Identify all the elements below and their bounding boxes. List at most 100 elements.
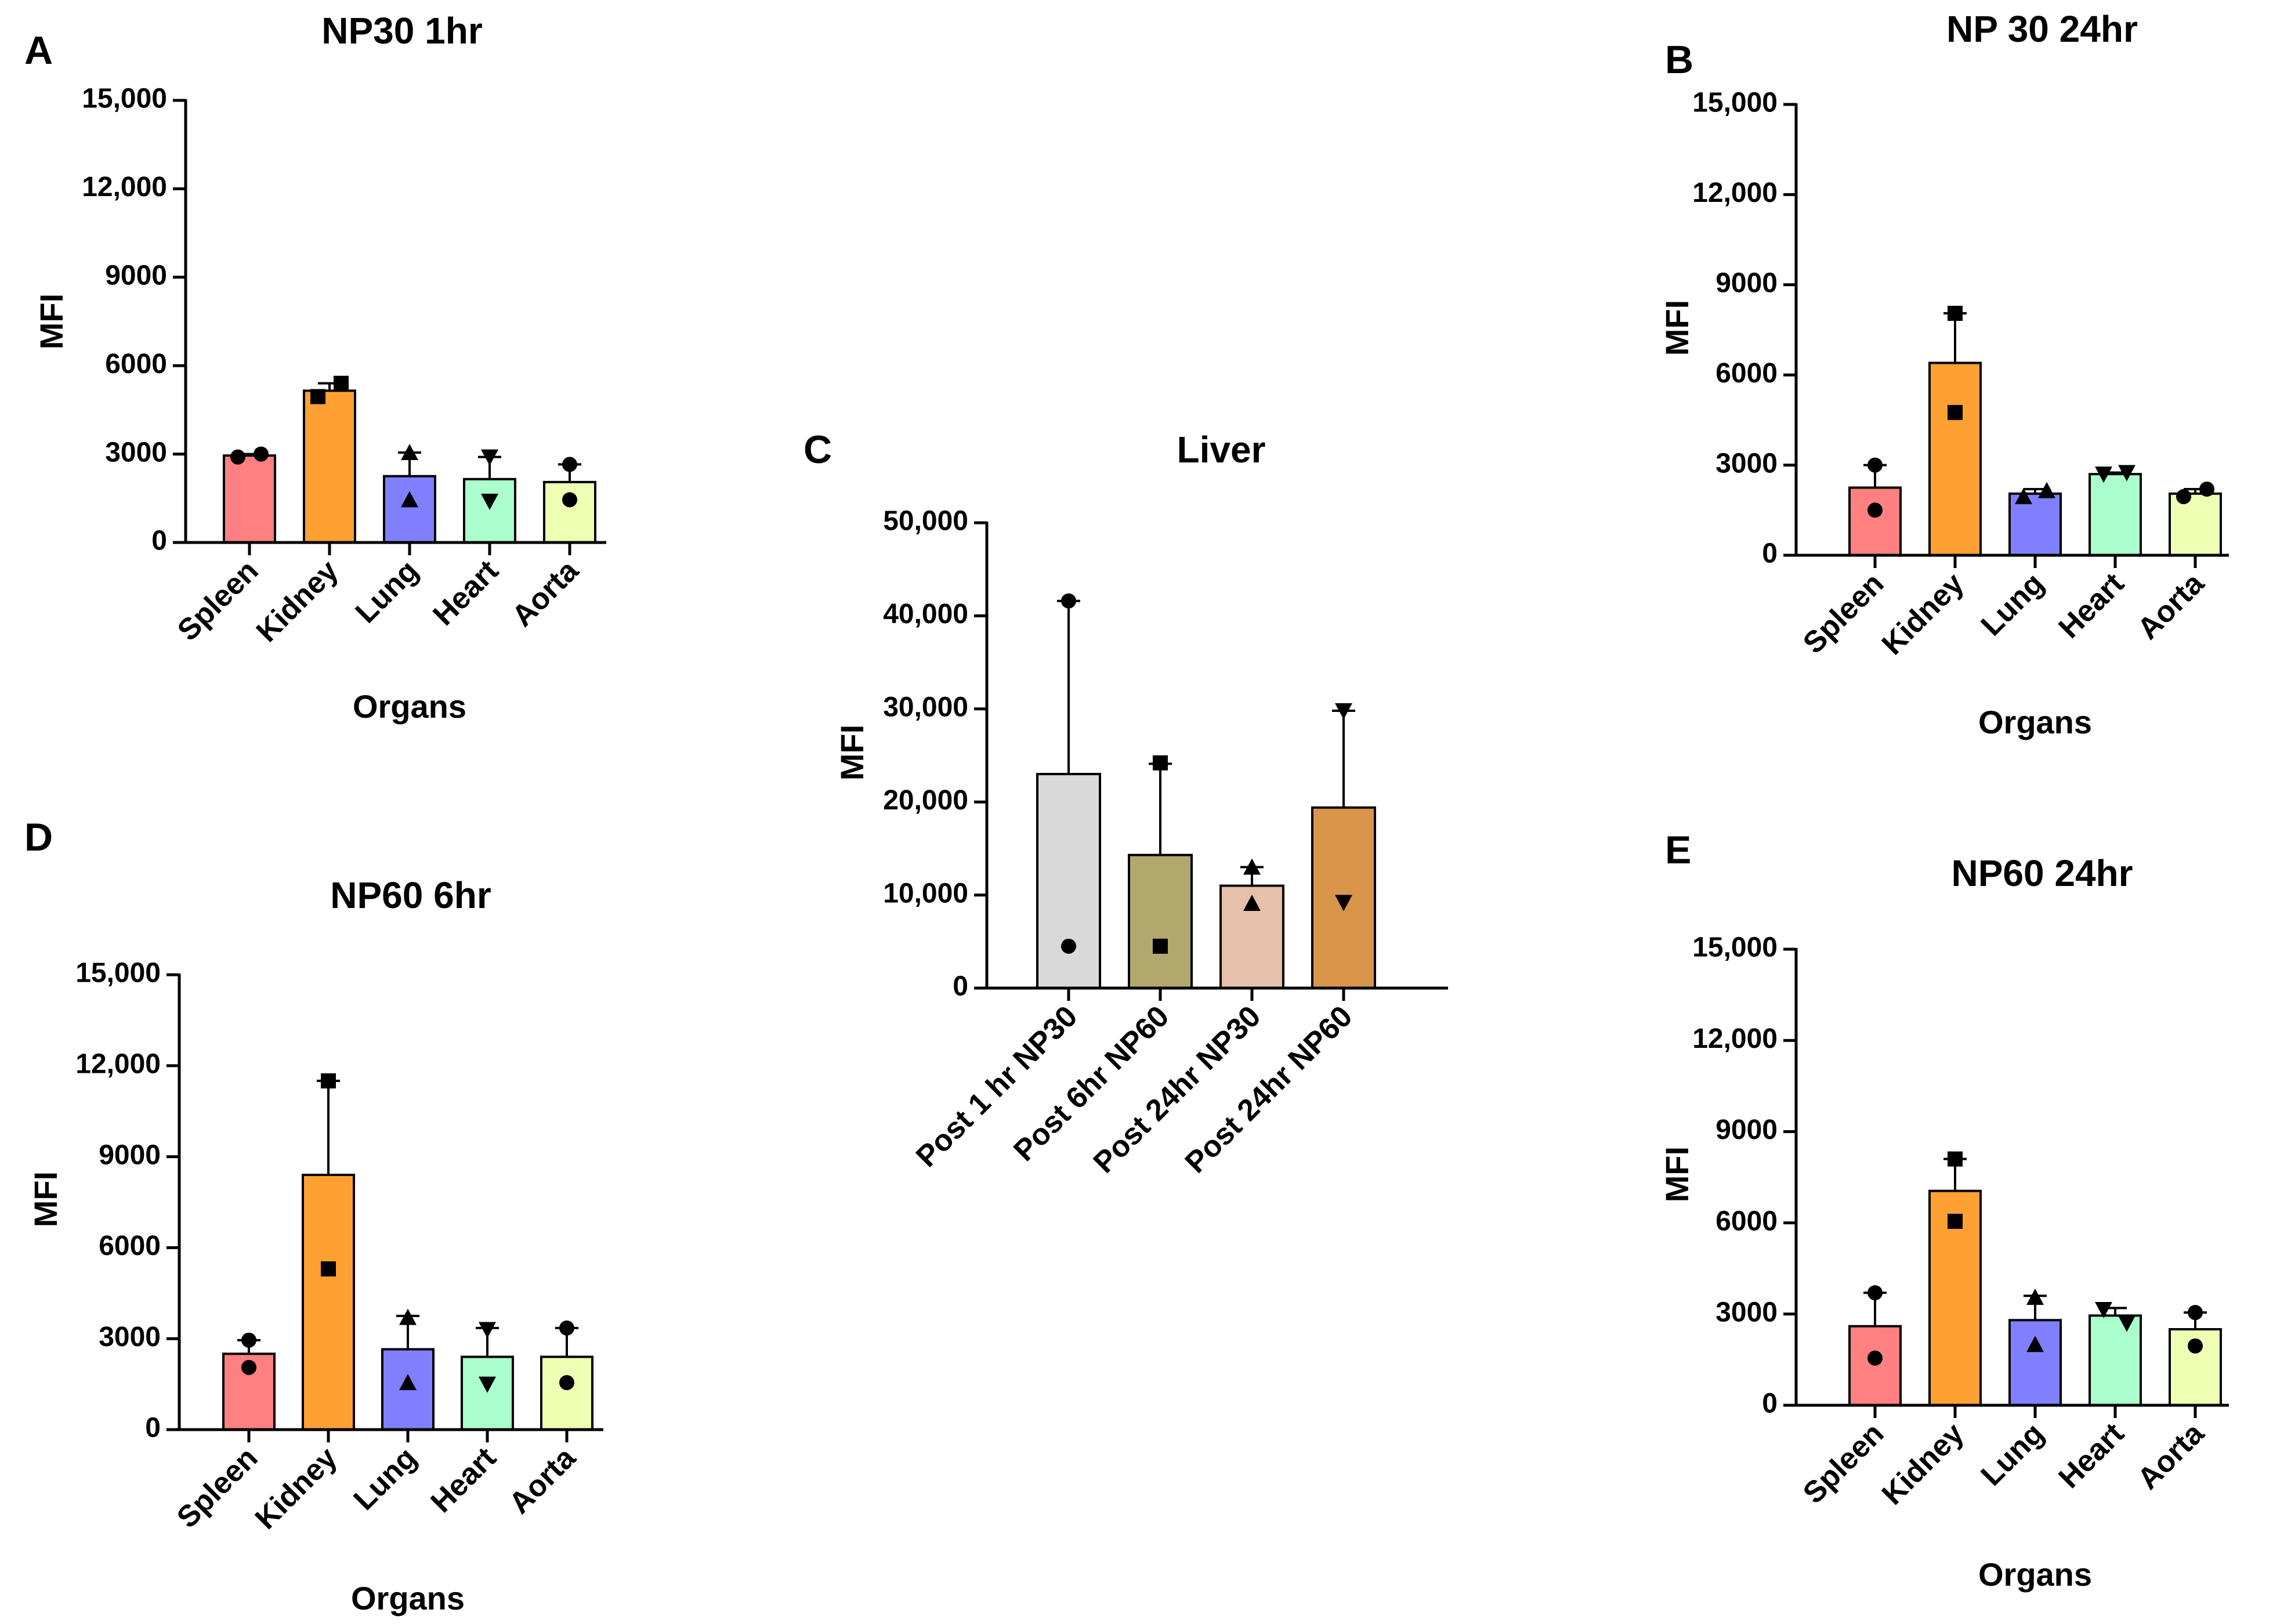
- y-tick-label: 15,000: [75, 958, 161, 989]
- data-point-1-0: [310, 389, 325, 404]
- data-point-0-1: [1867, 1350, 1883, 1366]
- y-tick-label: 0: [1762, 538, 1778, 569]
- y-tick-label: 12,000: [82, 172, 167, 202]
- data-point-1-0: [321, 1073, 336, 1088]
- chart-title: NP 30 24hr: [1946, 8, 2138, 50]
- y-axis-title: MFI: [33, 294, 70, 349]
- bar-3: [2089, 473, 2142, 557]
- y-tick-label: 0: [953, 971, 968, 1002]
- data-point-4-1: [2199, 482, 2214, 497]
- data-point-3-1: [2118, 465, 2136, 482]
- data-point-4-0: [559, 1320, 574, 1336]
- y-tick-label: 15,000: [1692, 932, 1778, 963]
- x-tick-label: Aorta: [502, 1441, 582, 1521]
- x-tick-label: Kidney: [1876, 566, 1971, 661]
- y-tick-label: 20,000: [883, 785, 968, 816]
- data-point-0-0: [241, 1332, 256, 1348]
- x-axis-title: Organs: [351, 1580, 465, 1616]
- data-point-3-1: [1335, 895, 1352, 912]
- data-point-1-0: [1948, 1151, 1963, 1167]
- data-point-3-0: [481, 449, 498, 466]
- chart-panel-e: E NP60 24hr MFI Organs 0 3000 6000 9000 12,000 15…: [1659, 828, 2229, 1593]
- bar-1: [1928, 361, 1982, 556]
- data-point-2-1: [1243, 895, 1261, 912]
- y-tick-label: 9000: [1715, 1115, 1778, 1145]
- x-tick-label: Aorta: [2131, 1416, 2211, 1496]
- chart-panel-c: C Liver MFI 0 10,000 20,000 30,000 40,000 50,000…: [803, 428, 1448, 1180]
- y-tick-label: 3000: [1715, 1297, 1778, 1328]
- data-point-4-1: [562, 492, 577, 508]
- panel-letter: E: [1665, 828, 1691, 872]
- data-point-0-0: [1061, 593, 1076, 609]
- y-tick-label: 15,000: [82, 84, 167, 114]
- data-point-3-1: [481, 493, 498, 510]
- x-tick-label: Heart: [2052, 1416, 2130, 1495]
- y-tick-label: 3000: [99, 1322, 161, 1352]
- y-tick-label: 10,000: [883, 878, 968, 909]
- x-tick-label: Post 6hr NP60: [1007, 999, 1175, 1167]
- y-tick-label: 12,000: [1692, 1023, 1778, 1054]
- bar-3: [2089, 1314, 2142, 1406]
- chart-panel-d: D NP60 6hr MFI Organs 0 3000 6000 9000 12,000 15,…: [24, 815, 603, 1616]
- x-axis-title: Organs: [1978, 1556, 2092, 1593]
- bar-0: [1036, 773, 1101, 989]
- data-point-3-1: [479, 1376, 496, 1393]
- data-point-1-1: [334, 375, 349, 391]
- y-tick-label: 6000: [99, 1231, 161, 1261]
- x-tick-label: Heart: [2052, 566, 2130, 645]
- data-point-3-0: [2095, 1301, 2112, 1318]
- bar-4: [543, 480, 596, 544]
- bar-3: [463, 478, 516, 544]
- y-tick-label: 3000: [1715, 448, 1778, 479]
- data-point-1-0: [1153, 755, 1168, 771]
- y-tick-label: 9000: [1715, 267, 1778, 298]
- x-tick-label: Aorta: [2131, 566, 2211, 646]
- data-point-4-0: [2176, 489, 2191, 504]
- data-point-3-0: [1335, 703, 1352, 720]
- data-point-2-1: [2038, 482, 2055, 498]
- bar-0: [1848, 486, 1902, 557]
- panel-letter: C: [803, 428, 832, 472]
- data-point-4-0: [562, 457, 577, 472]
- data-point-3-0: [479, 1322, 496, 1339]
- x-tick-label: Lung: [349, 554, 425, 630]
- y-tick-label: 3000: [105, 437, 167, 468]
- chart-title: NP60 24hr: [1951, 852, 2133, 894]
- data-point-0-0: [230, 449, 245, 465]
- y-tick-label: 9000: [99, 1140, 161, 1170]
- data-point-0-1: [1061, 938, 1076, 954]
- data-point-3-0: [2095, 466, 2112, 483]
- chart-panel-a: A NP30 1hr MFI Organs 0 3000 6000 9000 12,000 15,…: [24, 10, 606, 725]
- x-tick-label: Kidney: [250, 554, 345, 649]
- data-point-0-0: [1867, 457, 1883, 473]
- data-point-2-0: [1243, 858, 1261, 875]
- y-tick-label: 12,000: [75, 1048, 161, 1079]
- x-tick-label: Heart: [426, 554, 505, 632]
- data-point-1-1: [1948, 404, 1963, 420]
- y-tick-label: 15,000: [1692, 88, 1778, 118]
- data-point-0-1: [1867, 502, 1883, 518]
- bar-2: [2008, 1319, 2062, 1407]
- x-tick-label: Post 1 hr NP30: [910, 999, 1084, 1174]
- bar-4: [2169, 492, 2222, 556]
- data-point-2-1: [399, 1373, 417, 1390]
- y-tick-label: 0: [151, 526, 167, 556]
- panel-letter: B: [1665, 38, 1693, 82]
- x-tick-label: Lung: [1975, 566, 2051, 642]
- bar-1: [1128, 853, 1193, 990]
- chart-title: NP30 1hr: [321, 10, 482, 52]
- y-axis-title: MFI: [1659, 300, 1695, 356]
- y-axis-title: MFI: [834, 725, 870, 780]
- bar-0: [1848, 1325, 1902, 1407]
- data-point-2-1: [401, 491, 418, 508]
- panel-letter: A: [24, 28, 53, 73]
- x-tick-label: Heart: [424, 1441, 502, 1519]
- y-tick-label: 50,000: [883, 506, 968, 537]
- chart-title: NP60 6hr: [330, 874, 491, 916]
- bar-4: [540, 1355, 593, 1431]
- x-tick-label: Spleen: [1797, 566, 1891, 660]
- x-tick-label: Post 24hr NP60: [1179, 999, 1359, 1180]
- data-point-1-1: [1948, 1213, 1963, 1229]
- bar-1: [302, 1173, 355, 1431]
